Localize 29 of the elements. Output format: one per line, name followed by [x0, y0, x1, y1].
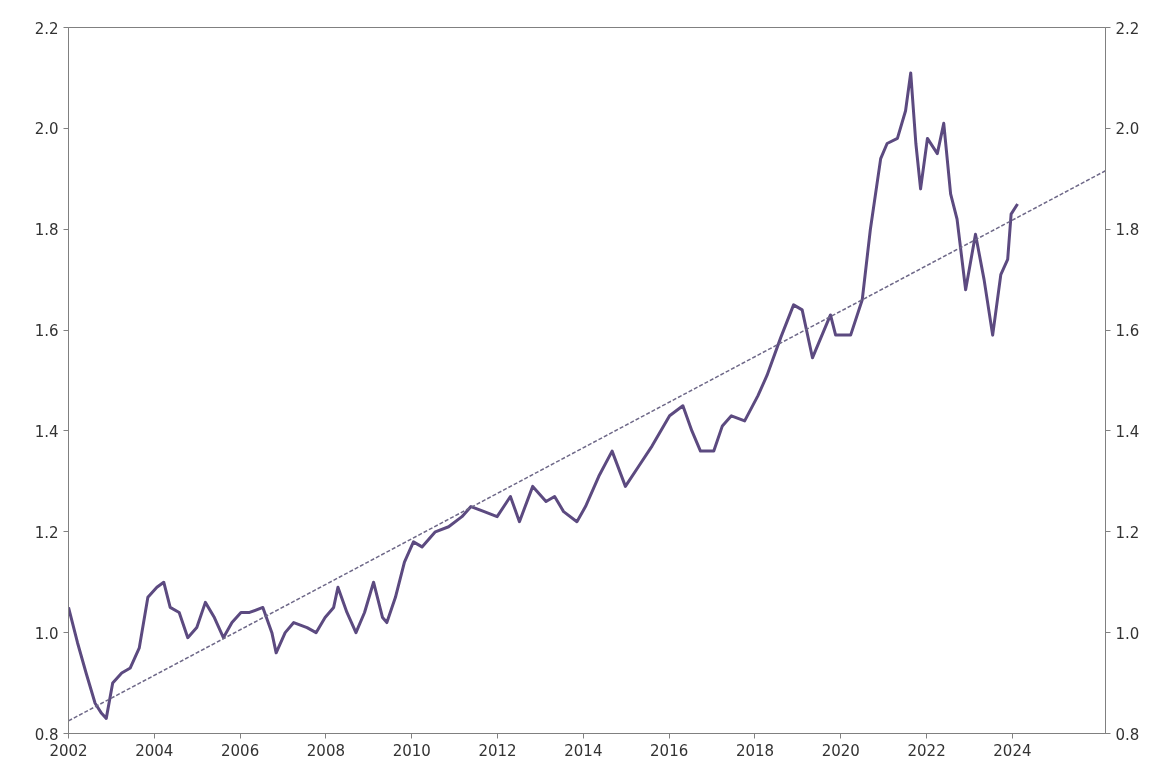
- y2-tick-label: 0.8: [1115, 725, 1140, 744]
- y2-tick-label: 1.2: [1115, 523, 1140, 542]
- x-tick-label: 2022: [907, 741, 946, 760]
- y2-tick-label: 2.2: [1115, 19, 1140, 38]
- x-tick-label: 2014: [564, 741, 603, 760]
- y2-tick-label: 1.4: [1115, 422, 1140, 441]
- y2-tick-label: 1.6: [1115, 322, 1140, 341]
- y-tick-label: 1.2: [34, 523, 59, 542]
- y2-tick-label: 1.8: [1115, 221, 1140, 240]
- x-tick-label: 2018: [735, 741, 775, 760]
- x-tick-label: 2016: [650, 741, 689, 760]
- x-tick-label: 2024: [993, 741, 1032, 760]
- x-tick-label: 2002: [49, 741, 88, 760]
- y-tick-label: 1.6: [34, 322, 59, 341]
- y-tick-label: 1.8: [34, 221, 59, 240]
- line-series: [68, 71, 1020, 720]
- y2-tick-label: 2.0: [1115, 120, 1140, 139]
- y-tick-label: 2.0: [34, 120, 59, 139]
- y-tick-label: 1.4: [34, 422, 59, 441]
- y2-tick-label: 1.0: [1115, 624, 1140, 643]
- x-tick-label: 2020: [821, 741, 860, 760]
- x-tick-label: 2006: [221, 741, 260, 760]
- x-tick-label: 2004: [135, 741, 174, 760]
- y-tick-label: 2.2: [34, 19, 59, 38]
- x-tick-label: 2008: [306, 741, 346, 760]
- x-tick-label: 2010: [392, 741, 431, 760]
- x-tick-label: 2012: [478, 741, 517, 760]
- y-tick-label: 1.0: [34, 624, 59, 643]
- y-tick-label: 0.8: [34, 725, 59, 744]
